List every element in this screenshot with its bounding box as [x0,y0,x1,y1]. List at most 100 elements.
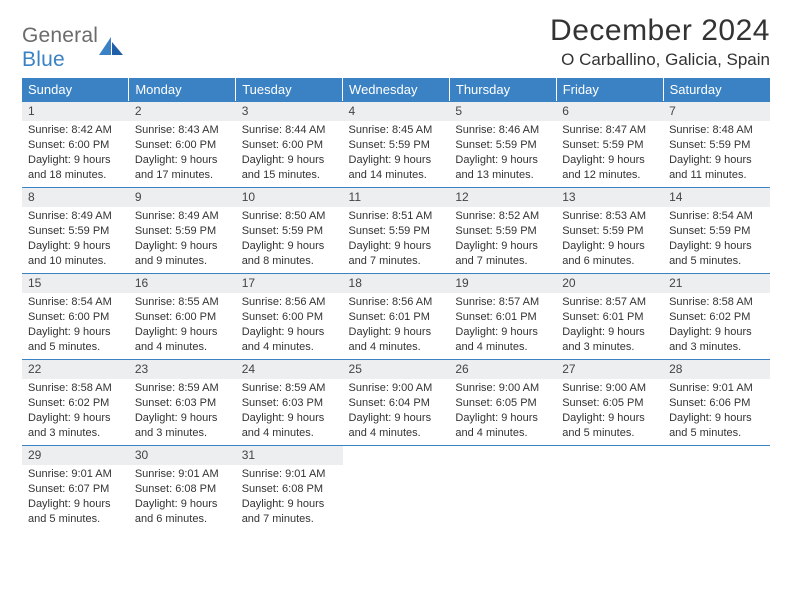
sunrise-line: Sunrise: 9:00 AM [349,381,444,396]
day-body: Sunrise: 8:49 AMSunset: 5:59 PMDaylight:… [129,207,236,272]
sunset-line: Sunset: 6:07 PM [28,482,123,497]
day-cell: 28Sunrise: 9:01 AMSunset: 6:06 PMDayligh… [663,359,770,445]
daylight-line: Daylight: 9 hours and 5 minutes. [28,325,123,355]
sunrise-line: Sunrise: 8:52 AM [455,209,550,224]
day-body: Sunrise: 8:57 AMSunset: 6:01 PMDaylight:… [449,293,556,358]
daylight-line: Daylight: 9 hours and 7 minutes. [455,239,550,269]
sunrise-line: Sunrise: 8:56 AM [349,295,444,310]
daylight-line: Daylight: 9 hours and 6 minutes. [135,497,230,527]
sunset-line: Sunset: 5:59 PM [562,138,657,153]
day-body: Sunrise: 8:58 AMSunset: 6:02 PMDaylight:… [663,293,770,358]
sunset-line: Sunset: 6:06 PM [669,396,764,411]
day-body: Sunrise: 8:42 AMSunset: 6:00 PMDaylight:… [22,121,129,186]
day-cell: 6Sunrise: 8:47 AMSunset: 5:59 PMDaylight… [556,101,663,187]
daylight-line: Daylight: 9 hours and 3 minutes. [669,325,764,355]
day-body: Sunrise: 8:46 AMSunset: 5:59 PMDaylight:… [449,121,556,186]
dow-sunday: Sunday [22,78,129,101]
daylight-line: Daylight: 9 hours and 4 minutes. [455,411,550,441]
sunset-line: Sunset: 5:59 PM [562,224,657,239]
day-number: 13 [556,187,663,207]
sunset-line: Sunset: 6:03 PM [135,396,230,411]
day-cell: 14Sunrise: 8:54 AMSunset: 5:59 PMDayligh… [663,187,770,273]
day-body: Sunrise: 9:00 AMSunset: 6:04 PMDaylight:… [343,379,450,444]
dow-row: Sunday Monday Tuesday Wednesday Thursday… [22,78,770,101]
day-body: Sunrise: 8:57 AMSunset: 6:01 PMDaylight:… [556,293,663,358]
daylight-line: Daylight: 9 hours and 4 minutes. [349,411,444,441]
day-body: Sunrise: 8:56 AMSunset: 6:01 PMDaylight:… [343,293,450,358]
sunrise-line: Sunrise: 9:01 AM [28,467,123,482]
empty-strip [556,445,663,465]
day-number: 18 [343,273,450,293]
day-body: Sunrise: 8:54 AMSunset: 5:59 PMDaylight:… [663,207,770,272]
sunrise-line: Sunrise: 8:54 AM [669,209,764,224]
day-number: 28 [663,359,770,379]
day-body: Sunrise: 8:44 AMSunset: 6:00 PMDaylight:… [236,121,343,186]
sunrise-line: Sunrise: 8:59 AM [135,381,230,396]
sunrise-line: Sunrise: 8:54 AM [28,295,123,310]
day-number: 29 [22,445,129,465]
month-title: December 2024 [550,14,770,48]
day-number: 6 [556,101,663,121]
day-cell: 26Sunrise: 9:00 AMSunset: 6:05 PMDayligh… [449,359,556,445]
day-number: 24 [236,359,343,379]
sunset-line: Sunset: 6:05 PM [455,396,550,411]
daylight-line: Daylight: 9 hours and 4 minutes. [455,325,550,355]
sunset-line: Sunset: 6:04 PM [349,396,444,411]
day-number: 12 [449,187,556,207]
day-body: Sunrise: 8:48 AMSunset: 5:59 PMDaylight:… [663,121,770,186]
day-cell: 17Sunrise: 8:56 AMSunset: 6:00 PMDayligh… [236,273,343,359]
day-number: 23 [129,359,236,379]
day-body: Sunrise: 9:00 AMSunset: 6:05 PMDaylight:… [556,379,663,444]
empty-strip [343,445,450,465]
daylight-line: Daylight: 9 hours and 11 minutes. [669,153,764,183]
day-body: Sunrise: 8:59 AMSunset: 6:03 PMDaylight:… [236,379,343,444]
sunrise-line: Sunrise: 8:45 AM [349,123,444,138]
day-number: 1 [22,101,129,121]
daylight-line: Daylight: 9 hours and 7 minutes. [242,497,337,527]
daylight-line: Daylight: 9 hours and 5 minutes. [669,411,764,441]
day-body: Sunrise: 8:54 AMSunset: 6:00 PMDaylight:… [22,293,129,358]
daylight-line: Daylight: 9 hours and 7 minutes. [349,239,444,269]
day-number: 7 [663,101,770,121]
day-body: Sunrise: 8:59 AMSunset: 6:03 PMDaylight:… [129,379,236,444]
sunset-line: Sunset: 6:01 PM [562,310,657,325]
sunrise-line: Sunrise: 8:57 AM [562,295,657,310]
day-cell-empty [556,445,663,531]
day-number: 17 [236,273,343,293]
sunset-line: Sunset: 5:59 PM [242,224,337,239]
day-cell: 8Sunrise: 8:49 AMSunset: 5:59 PMDaylight… [22,187,129,273]
day-number: 3 [236,101,343,121]
empty-strip [663,445,770,465]
day-body: Sunrise: 8:45 AMSunset: 5:59 PMDaylight:… [343,121,450,186]
day-body: Sunrise: 8:52 AMSunset: 5:59 PMDaylight:… [449,207,556,272]
sunset-line: Sunset: 5:59 PM [455,224,550,239]
sunrise-line: Sunrise: 8:48 AM [669,123,764,138]
day-cell: 13Sunrise: 8:53 AMSunset: 5:59 PMDayligh… [556,187,663,273]
day-number: 21 [663,273,770,293]
dow-saturday: Saturday [663,78,770,101]
day-cell: 12Sunrise: 8:52 AMSunset: 5:59 PMDayligh… [449,187,556,273]
sunrise-line: Sunrise: 8:42 AM [28,123,123,138]
dow-wednesday: Wednesday [343,78,450,101]
logo-word-general: General [22,24,98,47]
day-cell: 30Sunrise: 9:01 AMSunset: 6:08 PMDayligh… [129,445,236,531]
dow-monday: Monday [129,78,236,101]
day-body: Sunrise: 8:51 AMSunset: 5:59 PMDaylight:… [343,207,450,272]
sunrise-line: Sunrise: 9:01 AM [135,467,230,482]
daylight-line: Daylight: 9 hours and 18 minutes. [28,153,123,183]
daylight-line: Daylight: 9 hours and 10 minutes. [28,239,123,269]
day-cell: 29Sunrise: 9:01 AMSunset: 6:07 PMDayligh… [22,445,129,531]
day-cell: 24Sunrise: 8:59 AMSunset: 6:03 PMDayligh… [236,359,343,445]
daylight-line: Daylight: 9 hours and 12 minutes. [562,153,657,183]
day-body: Sunrise: 9:00 AMSunset: 6:05 PMDaylight:… [449,379,556,444]
sunset-line: Sunset: 5:59 PM [349,224,444,239]
day-cell: 1Sunrise: 8:42 AMSunset: 6:00 PMDaylight… [22,101,129,187]
sunrise-line: Sunrise: 8:44 AM [242,123,337,138]
sunset-line: Sunset: 5:59 PM [455,138,550,153]
day-body: Sunrise: 8:43 AMSunset: 6:00 PMDaylight:… [129,121,236,186]
day-body: Sunrise: 9:01 AMSunset: 6:07 PMDaylight:… [22,465,129,530]
sunrise-line: Sunrise: 8:53 AM [562,209,657,224]
daylight-line: Daylight: 9 hours and 3 minutes. [562,325,657,355]
day-cell: 27Sunrise: 9:00 AMSunset: 6:05 PMDayligh… [556,359,663,445]
day-body: Sunrise: 8:53 AMSunset: 5:59 PMDaylight:… [556,207,663,272]
